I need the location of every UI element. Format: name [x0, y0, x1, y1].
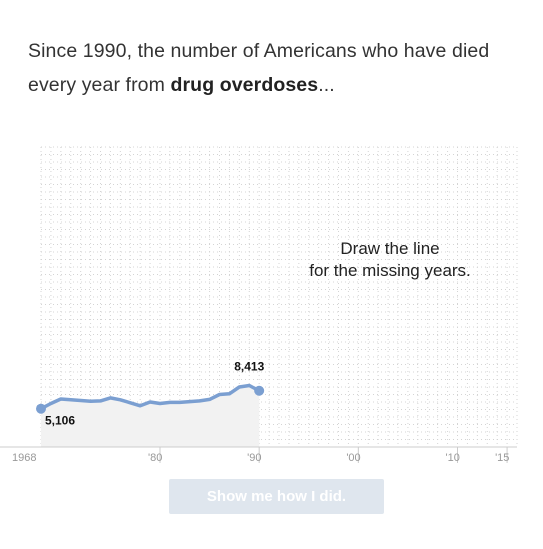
headline-ellipsis: ...	[318, 74, 335, 96]
draw-prompt-line2: for the missing years.	[309, 261, 471, 280]
x-tick-label: '00	[346, 452, 360, 464]
x-axis-ticks: 1968 '80 '90 '00 '10 '15	[12, 447, 509, 464]
headline: Since 1990, the number of Americans who …	[28, 34, 533, 102]
x-tick-label: '90	[247, 452, 261, 464]
peak-value-label: 8,413	[234, 360, 264, 374]
chart-grid	[40, 146, 518, 448]
start-point	[36, 403, 46, 414]
chart[interactable]: 1968 '80 '90 '00 '10 '15 5,106 8,413 Draw the…	[0, 0, 543, 480]
x-tick-label: '10	[446, 452, 460, 464]
chart-series-line	[39, 383, 261, 411]
chart-svg[interactable]: 1968 '80 '90 '00 '10 '15 5,106 8,413 Draw the…	[0, 0, 543, 475]
x-tick-label: '80	[148, 452, 162, 464]
x-tick-label: 1968	[12, 452, 36, 464]
draw-prompt-line1: Draw the line	[340, 239, 439, 258]
headline-bold: drug overdoses	[170, 74, 319, 96]
headline-text: Since 1990, the number of Americans who …	[28, 40, 490, 96]
x-tick-label: '15	[495, 452, 509, 464]
show-me-button[interactable]: Show me how I did.	[169, 479, 384, 514]
start-value-label: 5,106	[45, 414, 75, 428]
chart-points	[36, 385, 265, 414]
end-point	[254, 385, 265, 396]
